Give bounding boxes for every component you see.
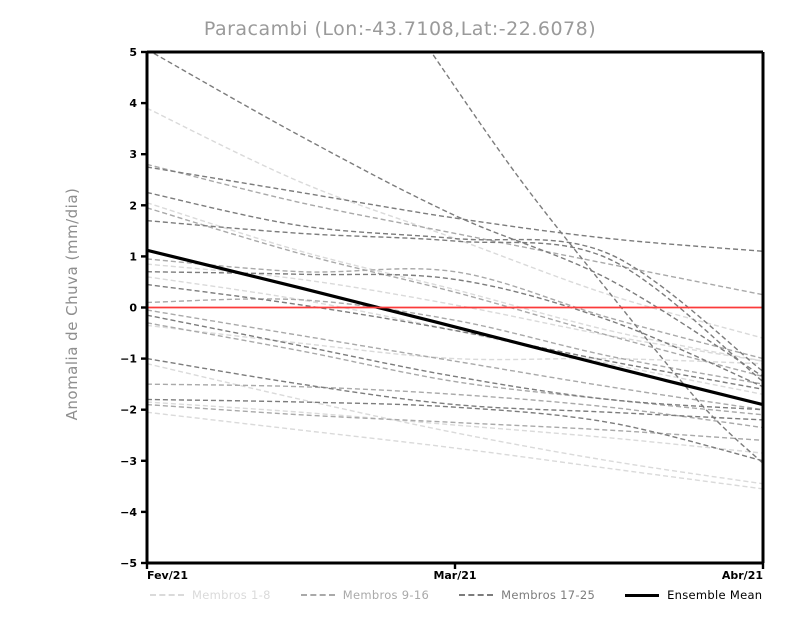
y-axis-tick-label: 4 — [129, 97, 137, 110]
y-axis-tick-label: 1 — [129, 250, 137, 263]
member-line — [147, 401, 763, 454]
legend-entry[interactable]: Membros 17-25 — [459, 588, 595, 602]
legend-entry[interactable]: Membros 9-16 — [300, 588, 430, 602]
member-line — [430, 52, 763, 464]
member-line — [147, 309, 763, 411]
ensemble-mean-line — [147, 248, 763, 407]
member-line — [147, 322, 763, 416]
legend-label: Ensemble Mean — [667, 588, 763, 602]
member-line — [147, 202, 763, 362]
y-axis-tick-label: 2 — [129, 199, 137, 212]
member-line — [147, 207, 763, 378]
page-title: Paracambi (Lon:-43.7108,Lat:-22.6078) — [203, 18, 597, 40]
legend-label: Membros 17-25 — [501, 588, 596, 602]
series-layer — [147, 52, 763, 490]
member-line — [147, 283, 763, 390]
y-axis-tick-label: −2 — [120, 404, 137, 417]
member-line — [147, 107, 763, 339]
member-line — [147, 314, 763, 411]
legend-entry[interactable]: Membros 1-8 — [150, 588, 271, 602]
member-line — [147, 363, 763, 485]
legend-entry[interactable]: Ensemble Mean — [625, 588, 762, 602]
y-axis-tick-label: −4 — [120, 506, 137, 519]
y-axis-tick-label: −3 — [120, 455, 137, 468]
legend-swatch-icon — [150, 594, 184, 596]
x-axis-tick-label: Mar/21 — [433, 569, 476, 582]
tick-labels-layer: 5 4 3 2 1 0 −1 −2 −3 −4 −5 Fev/21 Mar/21 Abr/21 — [120, 46, 765, 582]
legend-swatch-icon — [459, 594, 494, 596]
y-axis-tick-label: −1 — [120, 353, 137, 366]
member-line — [147, 383, 763, 429]
y-axis-tick-label: 3 — [129, 148, 137, 161]
x-axis-tick-label: Abr/21 — [722, 569, 763, 582]
member-line — [147, 411, 763, 490]
chart-legend: Membros 1-8 Membros 9-16 Membros 17-25 Ense… — [150, 586, 770, 604]
member-line — [147, 191, 763, 372]
y-axis-tick-label: 0 — [129, 302, 137, 315]
member-line — [147, 163, 763, 296]
member-line — [147, 271, 763, 388]
member-line — [147, 324, 763, 365]
member-line — [150, 52, 763, 378]
member-line — [147, 219, 763, 383]
member-line — [147, 263, 763, 362]
member-line — [147, 258, 763, 360]
x-axis-tick-label: Fev/21 — [147, 569, 188, 582]
y-axis-tick-label: 5 — [129, 46, 137, 59]
member-line — [147, 398, 763, 462]
member-line — [147, 403, 763, 442]
y-axis-tick-label: −5 — [120, 557, 137, 570]
legend-swatch-icon — [625, 593, 660, 597]
legend-swatch-icon — [300, 594, 335, 596]
member-line — [147, 166, 763, 252]
legend-label: Membros 9-16 — [342, 588, 430, 602]
member-line — [147, 276, 763, 396]
member-line — [147, 298, 763, 385]
legend-label: Membros 1-8 — [192, 588, 271, 602]
